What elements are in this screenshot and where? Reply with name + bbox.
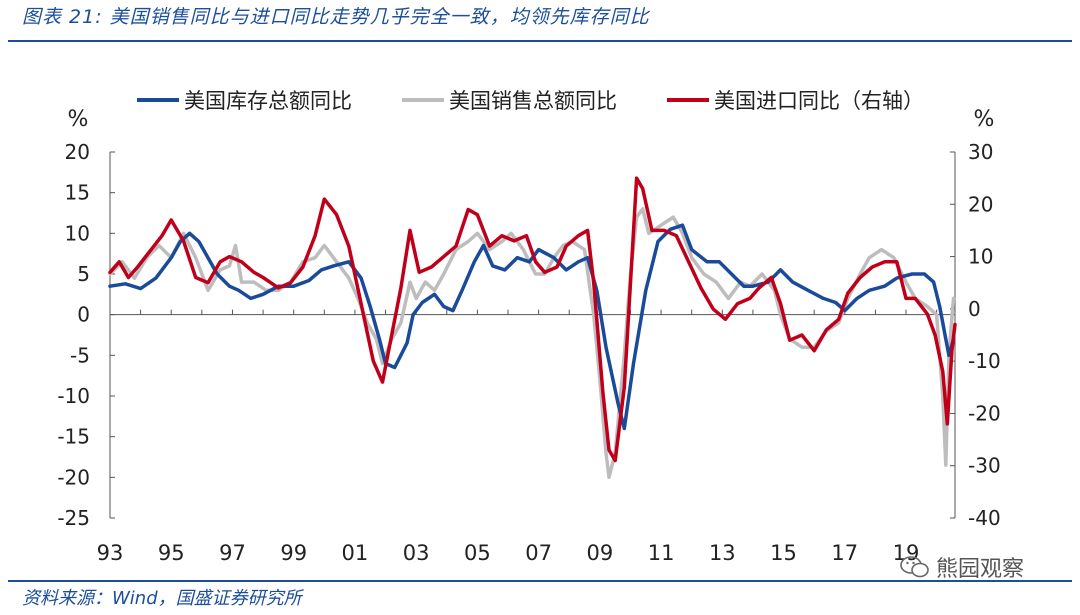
right-tick-label: 20 bbox=[968, 192, 993, 216]
x-tick-label: 05 bbox=[464, 541, 491, 565]
chart-series bbox=[108, 176, 957, 480]
wechat-icon bbox=[900, 556, 929, 578]
right-tick-label: -10 bbox=[968, 349, 1001, 373]
x-tick-label: 93 bbox=[97, 541, 124, 565]
header-rule bbox=[8, 40, 1072, 42]
chart-axes: % % 20 15 10 5 0 -5 -10 -15 -20 -25 30 20 10 0 -10 -20 -30… bbox=[57, 107, 1000, 565]
left-tick-label: 10 bbox=[65, 221, 90, 245]
watermark-text: 熊园观察 bbox=[936, 557, 1025, 582]
x-tick-label: 19 bbox=[893, 541, 920, 565]
x-tick-label: 13 bbox=[709, 541, 736, 565]
right-tick-label: -30 bbox=[968, 454, 1001, 478]
left-tick-label: 5 bbox=[77, 262, 90, 286]
x-tick-label: 09 bbox=[586, 541, 613, 565]
chart: 美国库存总额同比 美国销售总额同比 美国进口同比（右轴） % % 20 15 10 5 0 -5 -… bbox=[57, 89, 1000, 565]
left-tick-label: -15 bbox=[57, 425, 90, 449]
x-tick-label: 01 bbox=[342, 541, 369, 565]
x-tick-label: 03 bbox=[403, 541, 430, 565]
left-tick-label: 15 bbox=[65, 181, 90, 205]
chart-legend: 美国库存总额同比 美国销售总额同比 美国进口同比（右轴） bbox=[137, 89, 924, 113]
x-tick-label: 07 bbox=[525, 541, 552, 565]
right-tick-label: 0 bbox=[968, 297, 981, 321]
left-tick-label: 20 bbox=[65, 140, 90, 164]
series-us-imports-yoy bbox=[108, 176, 957, 463]
x-tick-label: 17 bbox=[831, 541, 858, 565]
left-tick-label: -25 bbox=[57, 506, 90, 530]
left-axis-unit: % bbox=[68, 107, 89, 132]
right-tick-label: -40 bbox=[968, 506, 1001, 530]
x-tick-label: 97 bbox=[219, 541, 246, 565]
x-tick-label: 99 bbox=[280, 541, 307, 565]
x-tick-label: 15 bbox=[770, 541, 797, 565]
left-tick-label: -20 bbox=[57, 465, 90, 489]
figure-title: 图表 21: 美国销售同比与进口同比走势几乎完全一致，均领先库存同比 bbox=[22, 6, 650, 28]
left-tick-label: 0 bbox=[77, 303, 90, 327]
legend-label: 美国库存总额同比 bbox=[184, 89, 352, 113]
watermark: 熊园观察 bbox=[900, 552, 1024, 582]
right-tick-label: -20 bbox=[968, 401, 1001, 425]
x-tick-label: 95 bbox=[158, 541, 185, 565]
right-axis-unit: % bbox=[974, 107, 995, 132]
legend-label: 美国销售总额同比 bbox=[449, 89, 617, 113]
left-tick-label: -5 bbox=[70, 343, 90, 367]
footer-rule bbox=[8, 580, 1072, 582]
x-tick-label: 11 bbox=[648, 541, 675, 565]
left-tick-label: -10 bbox=[57, 384, 90, 408]
right-tick-label: 30 bbox=[968, 140, 993, 164]
source-note: 资料来源：Wind，国盛证券研究所 bbox=[22, 588, 302, 609]
legend-label: 美国进口同比（右轴） bbox=[714, 89, 924, 113]
right-tick-label: 10 bbox=[968, 245, 993, 269]
